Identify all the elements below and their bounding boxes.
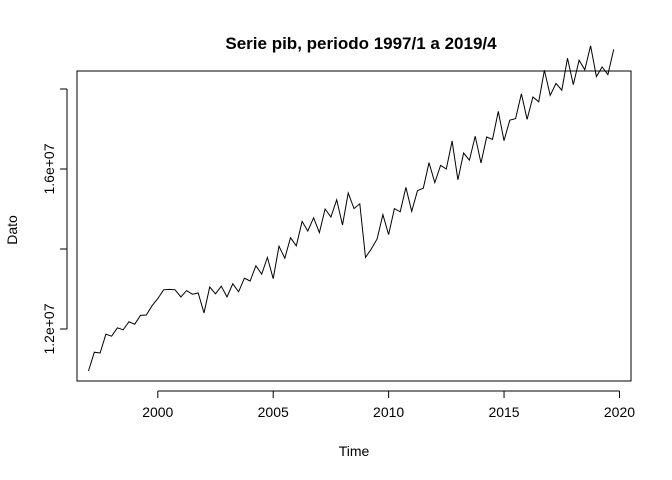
y-axis-label: Dato xyxy=(4,215,20,245)
x-tick-label: 2000 xyxy=(142,404,173,420)
chart-title: Serie pib, periodo 1997/1 a 2019/4 xyxy=(225,34,497,53)
series-layer xyxy=(88,45,615,372)
x-tick-label: 2015 xyxy=(488,404,519,420)
x-axis: 2000 2005 2010 2015 2020 xyxy=(142,390,635,420)
x-tick-label: 2005 xyxy=(258,404,289,420)
y-tick-label: 1.2e+07 xyxy=(41,303,57,354)
plot-area xyxy=(76,70,632,382)
y-tick-label: 1.6e+07 xyxy=(41,143,57,194)
x-tick-label: 2020 xyxy=(604,404,635,420)
y-axis: 1.2e+07 1.6e+07 xyxy=(41,88,68,355)
x-tick-label: 2010 xyxy=(373,404,404,420)
x-axis-label: Time xyxy=(339,443,370,459)
series-line-0 xyxy=(88,45,615,372)
